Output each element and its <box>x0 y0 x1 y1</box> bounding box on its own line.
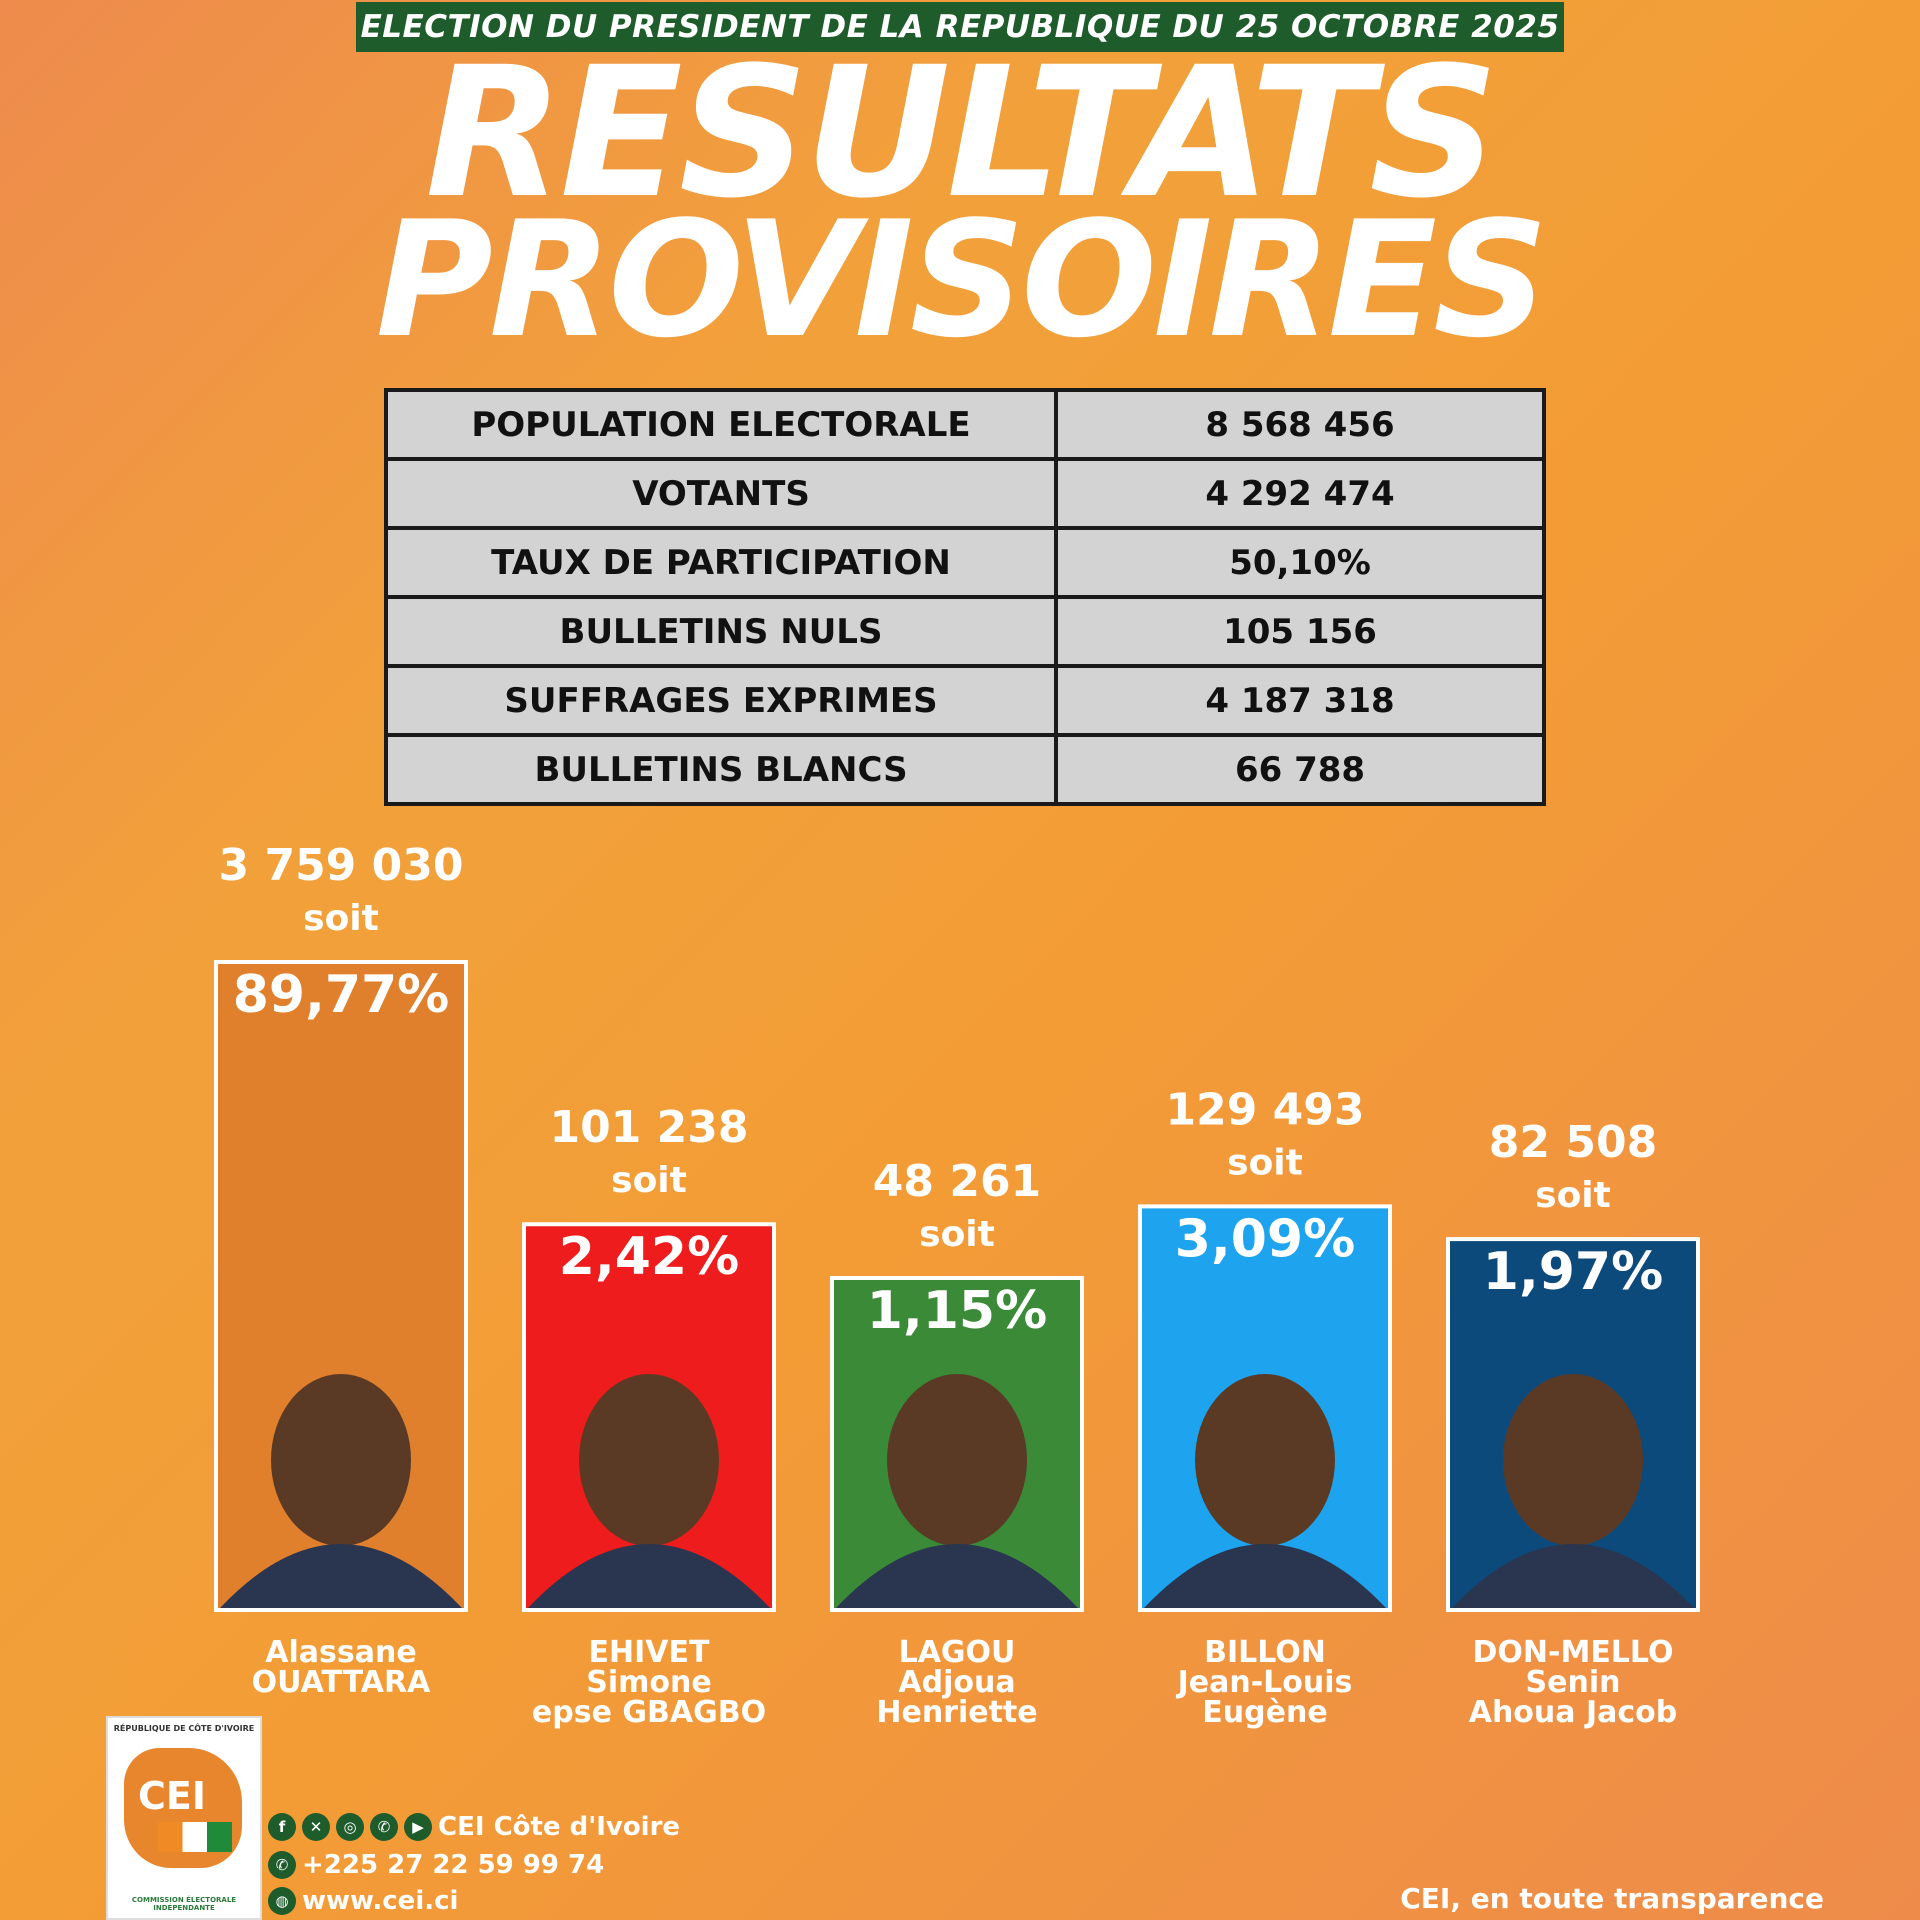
candidate-name-label: epse GBAGBO <box>532 1695 766 1730</box>
stat-value: 50,10% <box>1054 526 1546 599</box>
stat-label: TAUX DE PARTICIPATION <box>384 526 1058 599</box>
stat-label: SUFFRAGES EXPRIMES <box>384 664 1058 737</box>
percent-label: 89,77% <box>233 965 450 1025</box>
stat-value: 66 788 <box>1054 733 1546 806</box>
votes-label: 48 261 <box>873 1156 1041 1207</box>
title-line-2: PROVISOIRES <box>375 186 1549 373</box>
candidate-name-label: Adjoua <box>898 1665 1015 1700</box>
stat-value: 4 187 318 <box>1054 664 1546 737</box>
candidate-name-label: EHIVET <box>589 1635 710 1670</box>
table-row: BULLETINS BLANCS 66 788 <box>384 733 1546 806</box>
candidate-name-label: Alassane <box>265 1635 416 1670</box>
slogan: CEI, en toute transparence <box>1400 1882 1824 1915</box>
candidate-name-label: BILLON <box>1204 1635 1326 1670</box>
table-row: POPULATION ELECTORALE 8 568 456 <box>384 388 1546 461</box>
candidate-portrait-body <box>836 1544 1078 1608</box>
logo-bottom-text: COMMISSION ÉLECTORALE INDÉPENDANTE <box>131 1896 237 1912</box>
phone-number[interactable]: +225 27 22 59 99 74 <box>302 1850 605 1880</box>
stat-value: 4 292 474 <box>1054 457 1546 530</box>
candidate-name-label: LAGOU <box>899 1635 1016 1670</box>
whatsapp-icon[interactable]: ✆ <box>370 1813 398 1841</box>
stat-label: BULLETINS NULS <box>384 595 1058 668</box>
votes-label: 129 493 <box>1165 1084 1364 1135</box>
candidate-portrait-body <box>220 1544 462 1608</box>
stats-table: POPULATION ELECTORALE 8 568 456 VOTANTS 4 … <box>384 388 1546 806</box>
candidate-name-label: OUATTARA <box>252 1665 431 1700</box>
stat-label: POPULATION ELECTORALE <box>384 388 1058 461</box>
soit-label: soit <box>611 1160 687 1201</box>
banner-text: ELECTION DU PRESIDENT DE LA REPUBLIQUE D… <box>360 9 1560 45</box>
votes-label: 3 759 030 <box>219 840 464 891</box>
title-line-1: RESULTATS <box>425 29 1499 238</box>
candidate-portrait-body <box>1452 1544 1694 1608</box>
candidate-name-label: Eugène <box>1202 1695 1327 1730</box>
candidate-name-label: Ahoua Jacob <box>1469 1695 1678 1730</box>
percent-label: 3,09% <box>1175 1209 1355 1269</box>
candidate-portrait-head <box>887 1374 1027 1546</box>
candidate-name-label: Henriette <box>876 1695 1037 1730</box>
instagram-icon[interactable]: ◎ <box>336 1813 364 1841</box>
x-icon[interactable]: ✕ <box>302 1813 330 1841</box>
phone-row: ✆ +225 27 22 59 99 74 <box>268 1850 604 1880</box>
soit-label: soit <box>1535 1175 1611 1216</box>
candidate-portrait-head <box>1195 1374 1335 1546</box>
percent-label: 1,97% <box>1483 1242 1663 1302</box>
website-row: ◍ www.cei.ci <box>268 1886 458 1916</box>
table-row: TAUX DE PARTICIPATION 50,10% <box>384 526 1546 599</box>
soit-label: soit <box>303 898 379 939</box>
facebook-icon[interactable]: f <box>268 1813 296 1841</box>
election-banner: ELECTION DU PRESIDENT DE LA REPUBLIQUE D… <box>356 2 1564 52</box>
social-row: f ✕ ◎ ✆ ▶ CEI Côte d'Ivoire <box>268 1812 680 1842</box>
website-link[interactable]: www.cei.ci <box>302 1886 459 1916</box>
percent-label: 1,15% <box>867 1281 1047 1341</box>
logo-top-text: RÉPUBLIQUE DE CÔTE D'IVOIRE <box>113 1724 255 1733</box>
candidate-portrait-body <box>528 1544 770 1608</box>
candidate-name-label: DON-MELLO <box>1473 1635 1674 1670</box>
table-row: VOTANTS 4 292 474 <box>384 457 1546 530</box>
flag-icon <box>158 1822 232 1852</box>
soit-label: soit <box>919 1214 995 1255</box>
candidate-portrait-head <box>271 1374 411 1546</box>
candidate-portrait-head <box>1503 1374 1643 1546</box>
logo-text: CEI <box>138 1774 206 1818</box>
phone-icon: ✆ <box>268 1851 296 1879</box>
globe-icon: ◍ <box>268 1887 296 1915</box>
votes-label: 101 238 <box>549 1102 748 1153</box>
stat-label: VOTANTS <box>384 457 1058 530</box>
percent-label: 2,42% <box>559 1227 739 1287</box>
candidate-portrait-head <box>579 1374 719 1546</box>
stat-value: 8 568 456 <box>1054 388 1546 461</box>
table-row: SUFFRAGES EXPRIMES 4 187 318 <box>384 664 1546 737</box>
cote-divoire-map-icon <box>124 1748 242 1868</box>
stat-value: 105 156 <box>1054 595 1546 668</box>
soit-label: soit <box>1227 1142 1303 1183</box>
cei-logo: RÉPUBLIQUE DE CÔTE D'IVOIRE CEI COMMISSI… <box>106 1716 262 1920</box>
table-row: BULLETINS NULS 105 156 <box>384 595 1546 668</box>
stat-label: BULLETINS BLANCS <box>384 733 1058 806</box>
candidate-name-label: Simone <box>586 1665 711 1700</box>
candidate-name-label: Jean-Louis <box>1176 1665 1353 1700</box>
votes-label: 82 508 <box>1489 1117 1657 1168</box>
social-name[interactable]: CEI Côte d'Ivoire <box>438 1812 681 1842</box>
candidate-portrait-body <box>1144 1544 1386 1608</box>
youtube-icon[interactable]: ▶ <box>404 1813 432 1841</box>
candidate-name-label: Senin <box>1526 1665 1621 1700</box>
